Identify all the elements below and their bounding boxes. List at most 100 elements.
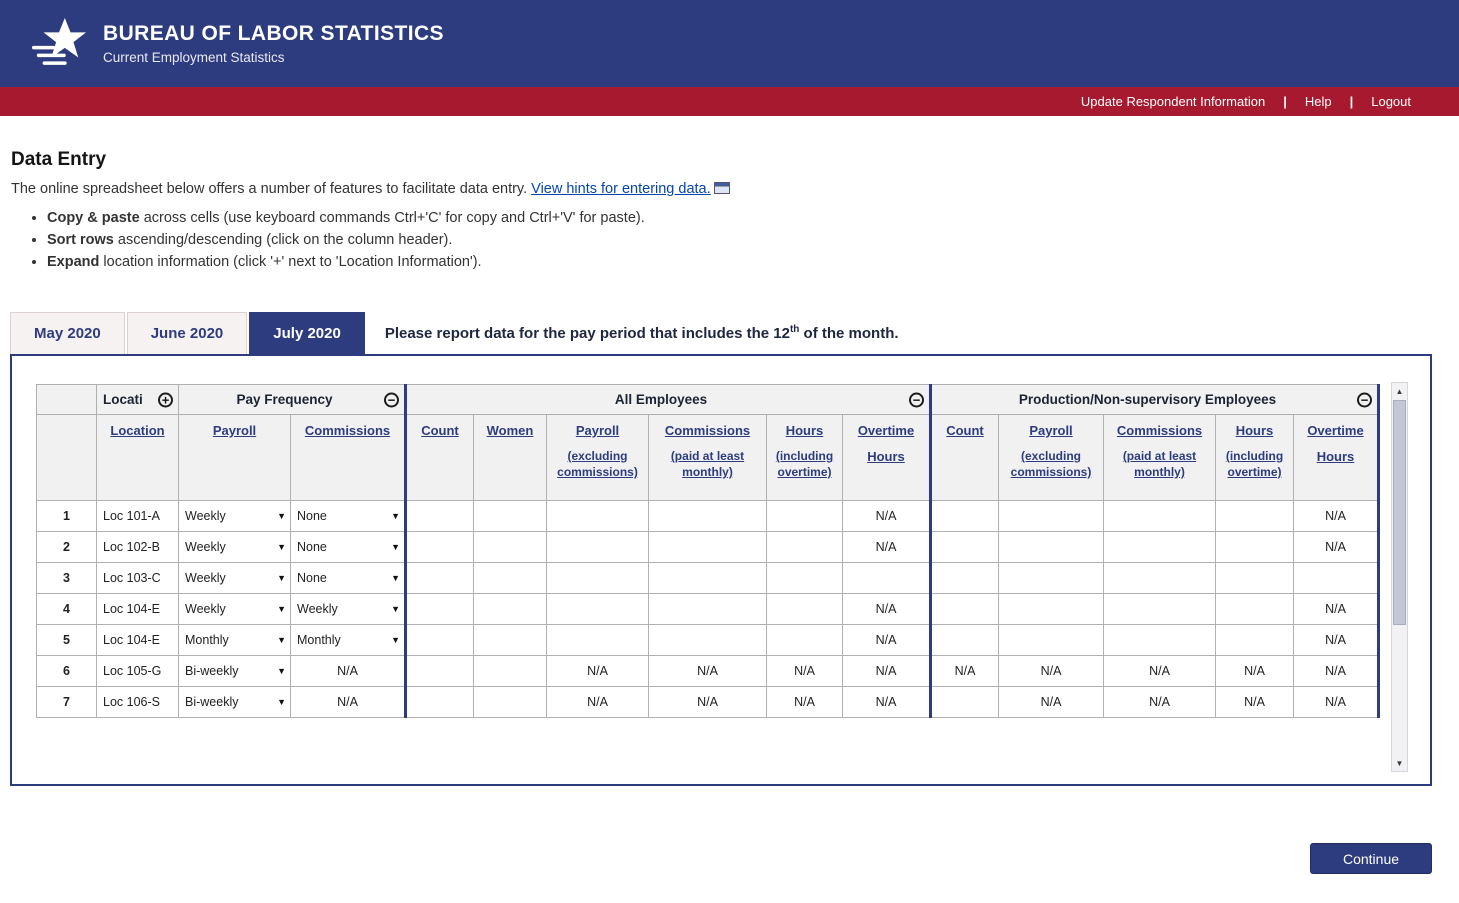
prod-hours-cell[interactable] [1215, 531, 1294, 563]
prod-count-cell[interactable] [930, 531, 999, 563]
tab-may-2020[interactable]: May 2020 [10, 312, 125, 354]
location-cell[interactable]: Loc 106-S [96, 686, 179, 718]
location-cell[interactable]: Loc 101-A [96, 500, 179, 532]
all-women-cell[interactable] [473, 562, 547, 594]
all-commissions-cell[interactable] [648, 500, 767, 532]
location-cell[interactable]: Loc 104-E [96, 624, 179, 656]
help-link[interactable]: Help [1304, 94, 1332, 109]
prod-commissions-cell[interactable] [1103, 500, 1216, 532]
column-header-prod-commissions[interactable]: Commissions (paid at least monthly) [1103, 414, 1216, 501]
scrollbar-thumb[interactable] [1393, 400, 1406, 626]
prod-payroll-cell[interactable] [998, 531, 1104, 563]
all-commissions-cell[interactable] [648, 531, 767, 563]
payroll-frequency-select[interactable]: Bi-weekly ▼ [178, 686, 291, 718]
all-hours-cell[interactable] [766, 562, 843, 594]
all-count-cell[interactable] [405, 562, 474, 594]
column-header-all-overtime[interactable]: Overtime Hours [842, 414, 932, 501]
all-commissions-cell[interactable] [648, 624, 767, 656]
continue-button[interactable]: Continue [1310, 843, 1432, 874]
column-header-commissions-frequency[interactable]: Commissions [290, 414, 407, 501]
all-count-cell[interactable] [405, 624, 474, 656]
collapse-pay-frequency-icon[interactable]: − [384, 392, 399, 407]
prod-commissions-cell[interactable] [1103, 624, 1216, 656]
prod-overtime-cell[interactable] [1293, 562, 1380, 594]
all-count-cell[interactable] [405, 655, 474, 687]
scroll-up-icon[interactable]: ▲ [1392, 383, 1407, 399]
prod-count-cell[interactable] [930, 686, 999, 718]
all-payroll-cell[interactable] [546, 500, 649, 532]
commissions-frequency-select[interactable]: None ▼ [290, 531, 407, 563]
all-overtime-cell[interactable] [842, 562, 932, 594]
all-commissions-cell[interactable] [648, 593, 767, 625]
column-header-all-commissions[interactable]: Commissions (paid at least monthly) [648, 414, 767, 501]
location-cell[interactable]: Loc 104-E [96, 593, 179, 625]
all-women-cell[interactable] [473, 686, 547, 718]
prod-commissions-cell[interactable] [1103, 562, 1216, 594]
all-hours-cell[interactable] [766, 624, 843, 656]
column-header-prod-payroll[interactable]: Payroll (excluding commissions) [998, 414, 1104, 501]
payroll-frequency-select[interactable]: Weekly ▼ [178, 562, 291, 594]
prod-payroll-cell[interactable] [998, 593, 1104, 625]
prod-hours-cell[interactable] [1215, 624, 1294, 656]
column-header-all-count[interactable]: Count [405, 414, 474, 501]
scroll-down-icon[interactable]: ▼ [1392, 755, 1407, 771]
column-header-payroll-frequency[interactable]: Payroll [178, 414, 291, 501]
tab-june-2020[interactable]: June 2020 [126, 312, 248, 354]
column-header-prod-count[interactable]: Count [930, 414, 999, 501]
prod-hours-cell[interactable] [1215, 562, 1294, 594]
prod-count-cell[interactable] [930, 624, 999, 656]
prod-hours-cell[interactable] [1215, 500, 1294, 532]
prod-count-cell[interactable] [930, 562, 999, 594]
prod-count-cell[interactable] [930, 500, 999, 532]
commissions-frequency-select[interactable]: None ▼ [290, 500, 407, 532]
all-payroll-cell[interactable] [546, 593, 649, 625]
payroll-frequency-select[interactable]: Monthly ▼ [178, 624, 291, 656]
all-hours-cell[interactable] [766, 500, 843, 532]
payroll-frequency-select[interactable]: Bi-weekly ▼ [178, 655, 291, 687]
location-cell[interactable]: Loc 103-C [96, 562, 179, 594]
commissions-frequency-select[interactable]: Monthly ▼ [290, 624, 407, 656]
view-hints-link[interactable]: View hints for entering data. [531, 181, 711, 197]
all-payroll-cell[interactable] [546, 562, 649, 594]
prod-payroll-cell[interactable] [998, 624, 1104, 656]
column-header-prod-hours[interactable]: Hours (including overtime) [1215, 414, 1294, 501]
prod-commissions-cell[interactable] [1103, 531, 1216, 563]
all-women-cell[interactable] [473, 531, 547, 563]
all-payroll-cell[interactable] [546, 624, 649, 656]
column-header-all-women[interactable]: Women [473, 414, 547, 501]
column-header-all-hours[interactable]: Hours (including overtime) [766, 414, 843, 501]
tab-july-2020[interactable]: July 2020 [249, 312, 365, 354]
all-payroll-cell[interactable] [546, 531, 649, 563]
commissions-frequency-select[interactable]: None ▼ [290, 562, 407, 594]
all-count-cell[interactable] [405, 593, 474, 625]
commissions-frequency-select[interactable]: Weekly ▼ [290, 593, 407, 625]
column-header-all-payroll[interactable]: Payroll (excluding commissions) [546, 414, 649, 501]
payroll-frequency-select[interactable]: Weekly ▼ [178, 531, 291, 563]
all-count-cell[interactable] [405, 686, 474, 718]
payroll-frequency-select[interactable]: Weekly ▼ [178, 500, 291, 532]
prod-payroll-cell[interactable] [998, 500, 1104, 532]
prod-payroll-cell[interactable] [998, 562, 1104, 594]
column-header-prod-overtime[interactable]: Overtime Hours [1293, 414, 1380, 501]
location-cell[interactable]: Loc 105-G [96, 655, 179, 687]
all-count-cell[interactable] [405, 531, 474, 563]
all-hours-cell[interactable] [766, 531, 843, 563]
prod-commissions-cell[interactable] [1103, 593, 1216, 625]
all-women-cell[interactable] [473, 655, 547, 687]
payroll-frequency-select[interactable]: Weekly ▼ [178, 593, 291, 625]
all-count-cell[interactable] [405, 500, 474, 532]
collapse-all-employees-icon[interactable]: − [909, 392, 924, 407]
all-women-cell[interactable] [473, 500, 547, 532]
logout-link[interactable]: Logout [1371, 94, 1411, 109]
prod-count-cell[interactable] [930, 593, 999, 625]
expand-location-icon[interactable]: + [158, 392, 173, 407]
prod-hours-cell[interactable] [1215, 593, 1294, 625]
collapse-production-icon[interactable]: − [1357, 392, 1372, 407]
location-cell[interactable]: Loc 102-B [96, 531, 179, 563]
all-commissions-cell[interactable] [648, 562, 767, 594]
popup-window-icon[interactable] [713, 182, 730, 198]
vertical-scrollbar[interactable]: ▲ ▼ [1391, 382, 1408, 772]
update-respondent-link[interactable]: Update Respondent Information [1080, 94, 1266, 109]
all-hours-cell[interactable] [766, 593, 843, 625]
all-women-cell[interactable] [473, 624, 547, 656]
